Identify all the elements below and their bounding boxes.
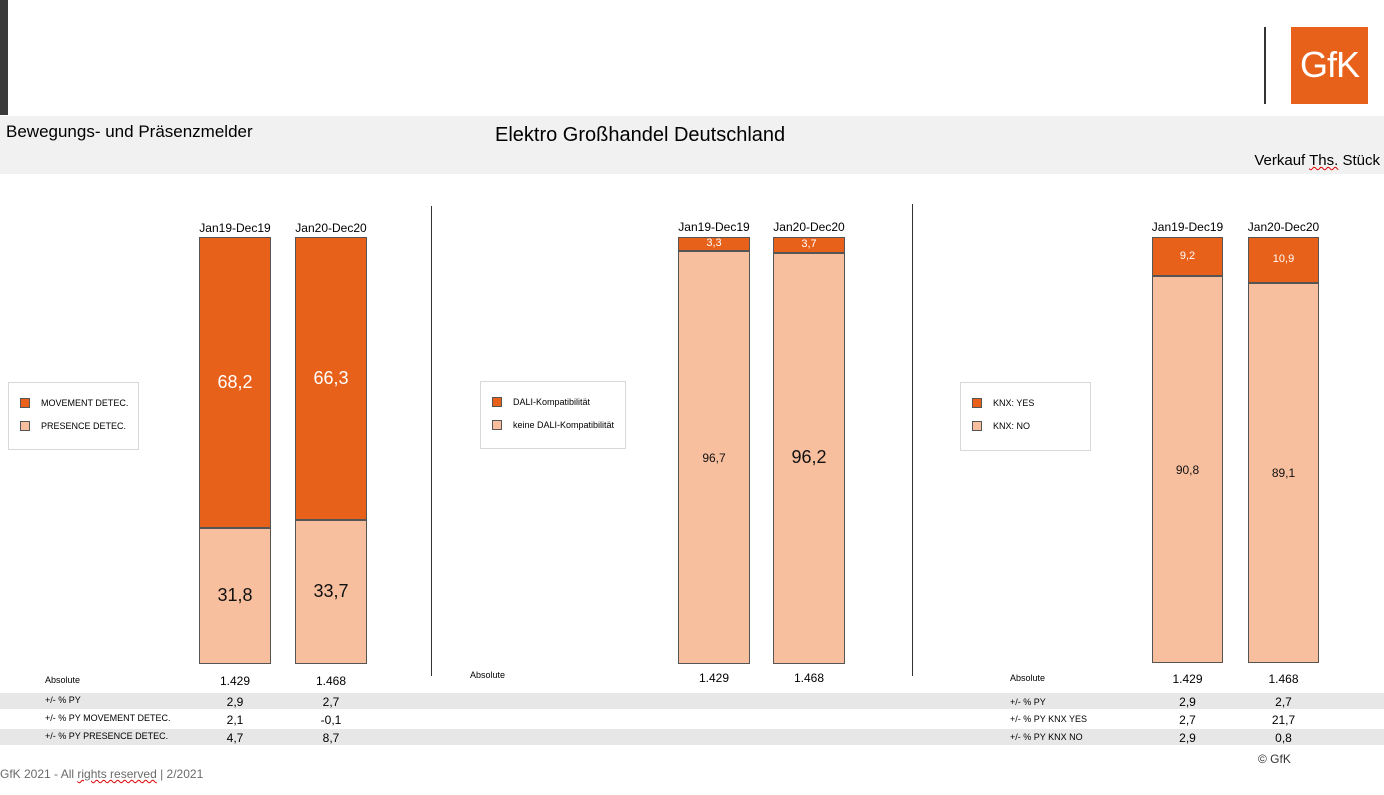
- legend-swatch: [492, 397, 502, 407]
- legend-swatch: [972, 421, 982, 431]
- table-row-label: Absolute: [470, 670, 506, 680]
- bar-segment-knx-no: [1248, 283, 1319, 663]
- data-label: 3,7: [801, 237, 817, 250]
- bar-segment-dali-kompatibilit-t: [773, 237, 845, 253]
- table-cell: 2,9: [1179, 695, 1196, 709]
- table-row-label: +/- % PY: [1010, 697, 1046, 707]
- table-cell: 1.468: [1268, 672, 1299, 686]
- legend-swatch: [972, 398, 982, 408]
- legend: [8, 382, 139, 450]
- bar-segment-knx-no: [1152, 276, 1223, 663]
- data-label: 3,3: [706, 237, 722, 250]
- page-subtitle: Bewegungs- und Präsenzmelder: [6, 122, 253, 141]
- table-cell: 2,7: [322, 695, 340, 709]
- table-cell: 1.429: [219, 674, 251, 688]
- bar-segment-presence-detec-: [199, 528, 271, 664]
- page-title: Elektro Großhandel Deutschland: [495, 124, 786, 146]
- legend-label: KNX: YES: [993, 398, 1035, 408]
- table-row-label: Absolute: [1010, 673, 1046, 683]
- legend-swatch: [20, 398, 30, 408]
- table-cell: 1.468: [793, 671, 825, 685]
- logo-divider: [1264, 27, 1266, 104]
- legend: [960, 382, 1091, 451]
- data-label: 68,2: [217, 371, 253, 392]
- category-label: Jan19-Dec19: [678, 220, 750, 234]
- table-cell: 2,7: [1275, 695, 1292, 709]
- legend-label: DALI-Kompatibilität: [513, 397, 591, 407]
- legend-label: keine DALI-Kompatibilität: [513, 420, 615, 430]
- category-label: Jan19-Dec19: [1151, 220, 1224, 234]
- table-row-label: +/- % PY KNX YES: [1010, 714, 1087, 724]
- legend-swatch: [20, 421, 30, 431]
- table-row-label: Absolute: [45, 675, 81, 685]
- category-label: Jan20-Dec20: [1247, 220, 1320, 234]
- section-divider-1: [431, 206, 432, 676]
- table-cell: 2,9: [226, 695, 244, 709]
- data-label: 9,2: [1179, 249, 1196, 262]
- table-cell: 21,7: [1271, 713, 1296, 727]
- unit-prefix: Verkauf: [1254, 152, 1310, 169]
- table-row-label: +/- % PY: [45, 695, 81, 705]
- table-cell: 2,1: [226, 713, 244, 727]
- legend: [480, 381, 626, 449]
- table-cell: 0,8: [1275, 731, 1292, 745]
- copyright: © GfK: [1258, 752, 1291, 766]
- table-row-label: +/- % PY PRESENCE DETEC.: [45, 731, 169, 741]
- table-cell: 2,9: [1179, 731, 1196, 745]
- data-label: 10,9: [1272, 253, 1295, 266]
- table-cell: 1.429: [1172, 672, 1203, 686]
- table-cell: 2,7: [1179, 713, 1196, 727]
- bar-segment-presence-detec-: [295, 520, 367, 664]
- table-row-band-2: [0, 729, 1384, 745]
- table-cell: 1.468: [315, 674, 347, 688]
- table-cell: 8,7: [322, 731, 340, 745]
- footer-prefix: GfK 2021 - All: [0, 767, 78, 781]
- bar-segment-keine-dali-kompatibilit-t: [773, 252, 845, 664]
- data-label: 33,7: [313, 581, 349, 602]
- data-label: 90,8: [1175, 462, 1200, 477]
- data-label: 89,1: [1271, 466, 1296, 481]
- category-label: Jan19-Dec19: [199, 221, 271, 235]
- bar-segment-keine-dali-kompatibilit-t: [678, 251, 750, 664]
- table-cell: -0,1: [320, 713, 342, 727]
- legend-swatch: [492, 420, 502, 430]
- bar-segment-movement-detec-: [199, 237, 271, 529]
- bar-segment-movement-detec-: [295, 237, 367, 521]
- data-label: 66,3: [313, 367, 349, 388]
- bar-segment-knx-yes: [1248, 237, 1319, 284]
- table-row-label: +/- % PY KNX NO: [1010, 732, 1083, 742]
- table-row-band-1: [0, 693, 1384, 709]
- data-label: 96,7: [702, 450, 726, 465]
- category-label: Jan20-Dec20: [295, 221, 367, 235]
- unit-abbrev: Ths.: [1309, 152, 1339, 169]
- bar-segment-knx-yes: [1152, 237, 1223, 277]
- table-row-label: +/- % PY MOVEMENT DETEC.: [45, 713, 171, 723]
- category-label: Jan20-Dec20: [773, 220, 845, 234]
- footer-text: GfK 2021 - All rights reserved | 2/2021: [0, 767, 203, 781]
- unit-label: Verkauf Ths. Stück: [1254, 152, 1380, 169]
- gfk-logo: [1291, 27, 1368, 104]
- table-cell: 1.429: [698, 671, 730, 685]
- legend-label: MOVEMENT DETEC.: [41, 398, 129, 408]
- data-label: 31,8: [217, 585, 253, 606]
- legend-label: PRESENCE DETEC.: [41, 421, 127, 431]
- footer-squig: rights reserved: [77, 767, 157, 781]
- data-label: 96,2: [791, 447, 827, 468]
- table-cell: 4,7: [226, 731, 244, 745]
- footer-suffix: | 2/2021: [156, 767, 204, 781]
- unit-suffix: Stück: [1338, 152, 1380, 169]
- bar-segment-dali-kompatibilit-t: [678, 237, 750, 252]
- left-accent-bar: [0, 0, 8, 115]
- header-band: [0, 116, 1384, 174]
- gfk-logo-text: GfK: [1299, 44, 1360, 85]
- legend-label: KNX: NO: [993, 421, 1031, 431]
- section-divider-2: [912, 204, 913, 676]
